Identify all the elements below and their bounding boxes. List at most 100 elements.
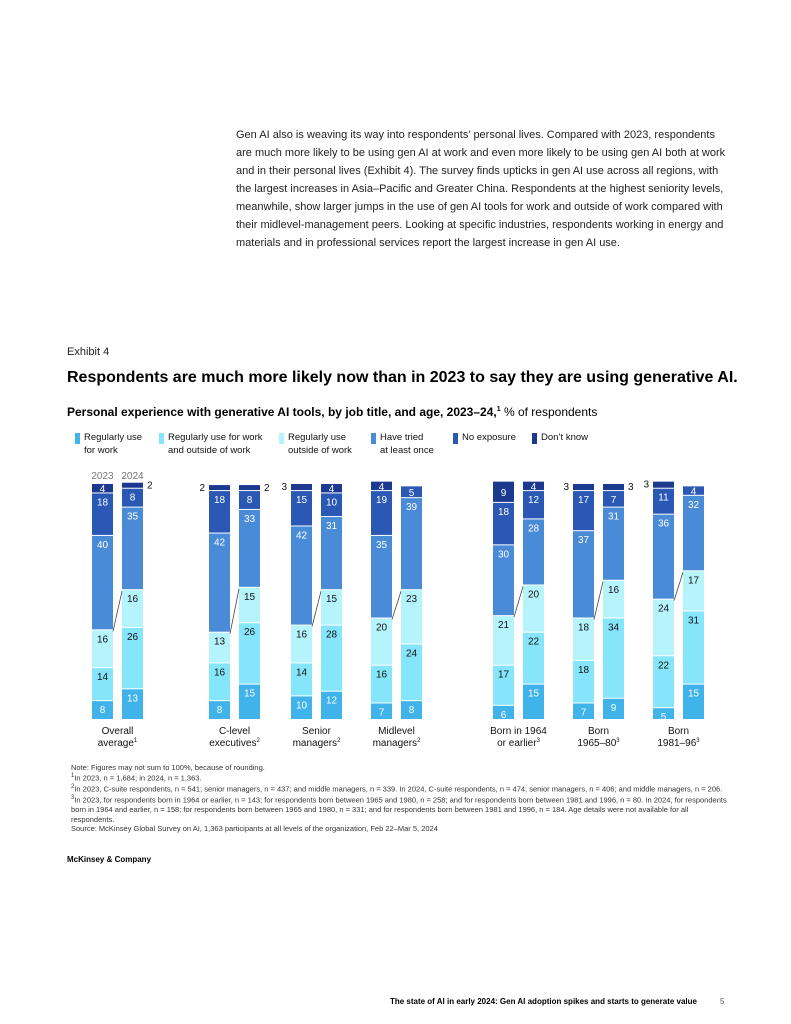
bar-segment-2024-series-1	[401, 644, 422, 701]
bar-segment-2024-series-4	[239, 491, 260, 509]
category-label: 1981–963	[657, 738, 700, 749]
bar-value-label: 14	[97, 672, 109, 683]
bar-value-label: 16	[127, 594, 139, 605]
bar-segment-2023-series-0	[291, 696, 312, 719]
bar-value-label: 18	[498, 507, 510, 518]
bar-segment-2024-series-2	[122, 590, 143, 627]
bar-segment-2024-series-2	[401, 590, 422, 644]
bar-segment-2023-series-5	[653, 481, 674, 488]
legend-swatch	[532, 433, 537, 444]
bar-value-outside: 3	[643, 480, 649, 491]
footnote: 1In 2023, n = 1,684; in 2024, n = 1,363.	[71, 773, 202, 783]
bar-segment-2024-series-4	[523, 491, 544, 519]
bar-segment-2023-series-2	[573, 618, 594, 660]
bar-segment-2023-series-3	[493, 545, 514, 616]
bar-segment-2024-series-0	[683, 684, 704, 719]
legend-swatch	[371, 433, 376, 444]
bar-segment-2024-series-1	[321, 625, 342, 691]
bar-segment-2023-series-2	[209, 632, 230, 663]
year-label-2023: 2023	[91, 471, 114, 482]
bar-value-label: 4	[691, 487, 697, 498]
bar-segment-2024-series-4	[321, 493, 342, 517]
category-label: Midlevel	[378, 726, 415, 737]
category-label: or earlier3	[497, 738, 540, 749]
bar-segment-2023-series-5	[573, 484, 594, 491]
bar-segment-2023-series-4	[291, 491, 312, 526]
bar-segment-2024-series-1	[683, 611, 704, 684]
bar-value-label: 31	[688, 615, 700, 626]
category-label: average1	[98, 738, 138, 749]
bar-value-label: 4	[379, 482, 385, 493]
bar-value-label: 16	[97, 634, 109, 645]
category-footnote-mark: 2	[256, 738, 260, 744]
bar-value-outside: 3	[628, 482, 634, 493]
category-label: managers2	[373, 738, 421, 749]
legend-item-no-exposure: No exposure	[453, 431, 516, 444]
bar-segment-2023-series-5	[291, 484, 312, 491]
bar-value-label: 7	[379, 707, 385, 718]
bar-value-label: 18	[97, 497, 109, 508]
bar-value-label: 35	[127, 512, 139, 523]
bar-value-label: 4	[531, 482, 537, 493]
bar-segment-2024-series-3	[321, 517, 342, 590]
bar-value-label: 33	[244, 514, 256, 525]
bar-segment-2023-series-2	[371, 618, 392, 665]
bar-segment-2023-series-2	[92, 630, 113, 668]
bar-value-label: 4	[100, 484, 106, 495]
connector-line	[229, 588, 240, 634]
bar-value-label: 17	[578, 495, 590, 506]
bar-segment-2023-series-3	[573, 531, 594, 618]
legend-item-dont-know: Don’t know	[532, 431, 588, 444]
bar-value-label: 8	[100, 705, 106, 716]
exhibit-label: Exhibit 4	[67, 346, 110, 358]
bar-value-label: 26	[127, 632, 139, 643]
subtitle-bold: Personal experience with generative AI t…	[67, 405, 497, 419]
bar-segment-2024-series-4	[683, 486, 704, 495]
category-label: managers2	[293, 738, 341, 749]
bar-value-outside: 3	[563, 482, 569, 493]
footer-title: The state of AI in early 2024: Gen AI ad…	[389, 997, 697, 1006]
bar-value-label: 8	[217, 705, 223, 716]
bar-segment-2024-series-5	[122, 482, 143, 488]
bar-value-label: 16	[608, 585, 620, 596]
bar-segment-2023-series-4	[493, 502, 514, 545]
bar-segment-2024-series-4	[401, 486, 422, 498]
bar-value-label: 18	[578, 665, 590, 676]
bar-segment-2024-series-5	[603, 484, 624, 491]
bar-segment-2024-series-0	[321, 691, 342, 719]
bar-value-label: 31	[608, 512, 620, 523]
bar-value-label: 20	[528, 589, 540, 600]
bar-segment-2023-series-2	[653, 599, 674, 656]
legend-swatch	[75, 433, 80, 444]
bar-segment-2024-series-5	[523, 481, 544, 491]
bar-segment-2023-series-5	[209, 485, 230, 491]
stacked-bar-chart: 2023 202481416401841326163582Overallavera…	[91, 471, 704, 749]
bar-segment-2023-series-4	[573, 491, 594, 531]
connector-line	[391, 591, 402, 620]
category-label: Born	[668, 726, 689, 737]
bar-value-label: 9	[501, 488, 507, 499]
bar-segment-2024-series-4	[122, 488, 143, 507]
bar-value-label: 39	[406, 502, 418, 513]
bar-segment-2023-series-0	[209, 701, 230, 719]
category-label: executives2	[209, 738, 260, 749]
bar-segment-2023-series-1	[371, 665, 392, 703]
bar-value-outside: 2	[264, 483, 270, 494]
bar-value-label: 11	[658, 493, 669, 504]
bar-segment-2024-series-0	[122, 689, 143, 719]
category-footnote-mark: 1	[134, 738, 138, 744]
bar-value-label: 8	[409, 705, 415, 716]
bar-segment-2023-series-5	[92, 484, 113, 493]
bar-value-label: 16	[296, 630, 308, 641]
bar-value-label: 15	[528, 689, 540, 700]
bar-segment-2024-series-1	[603, 618, 624, 698]
bar-segment-2023-series-3	[371, 535, 392, 618]
bar-value-label: 42	[214, 538, 226, 549]
bar-value-label: 16	[376, 670, 388, 681]
bar-value-label: 12	[528, 495, 540, 506]
bar-value-label: 23	[406, 594, 418, 605]
bar-value-label: 15	[244, 689, 256, 700]
category-label: 1965–803	[577, 738, 620, 749]
bar-segment-2023-series-3	[291, 526, 312, 625]
bar-segment-2024-series-3	[603, 507, 624, 580]
